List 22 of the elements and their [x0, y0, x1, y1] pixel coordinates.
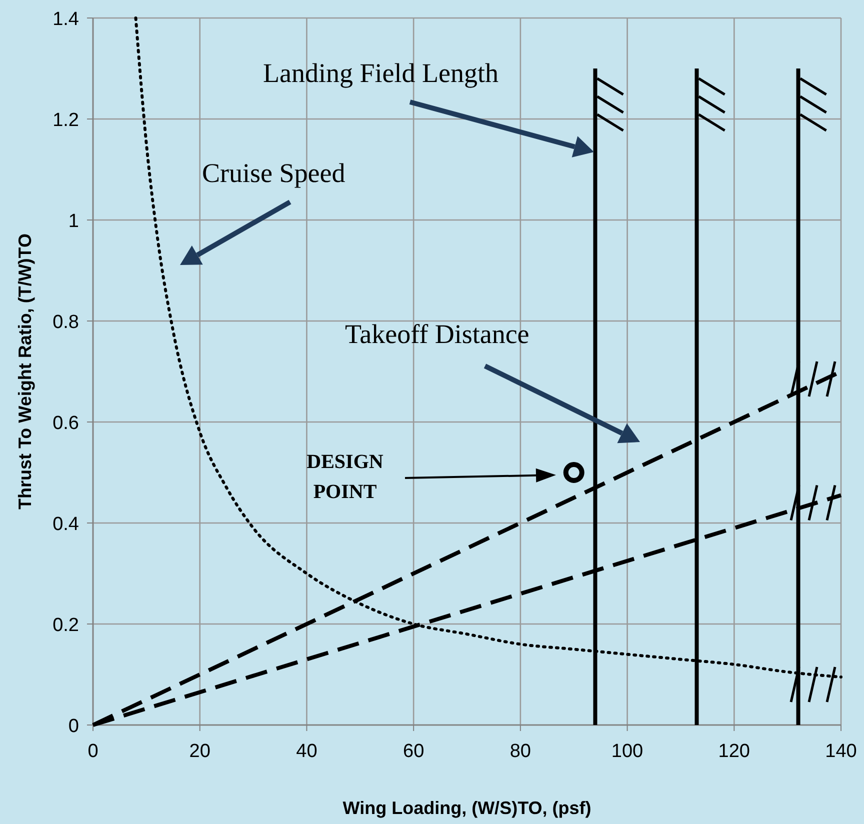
y-tick-label: 1.2	[52, 110, 79, 131]
y-tick-label: 0	[68, 716, 79, 737]
x-tick-label: 40	[296, 741, 318, 762]
y-tick-label: 0.8	[52, 312, 79, 333]
annotation: Takeoff Distance	[345, 319, 530, 349]
x-tick-label: 0	[88, 741, 98, 762]
x-tick-label: 80	[510, 741, 531, 762]
x-axis-title: Wing Loading, (W/S)TO, (psf)	[342, 798, 592, 818]
x-tick-label: 20	[189, 741, 210, 762]
y-tick-label: 0.4	[52, 514, 80, 535]
annotation: Landing Field Length	[263, 58, 499, 88]
y-tick-label: 0.2	[52, 615, 79, 636]
y-tick-label: 1	[68, 211, 79, 232]
annotation: Cruise Speed	[202, 158, 346, 188]
x-tick-label: 60	[403, 741, 424, 762]
y-tick-label: 1.4	[52, 9, 80, 30]
y-tick-label: 0.6	[52, 413, 79, 434]
x-tick-label: 120	[718, 741, 750, 762]
x-tick-label: 140	[825, 741, 857, 762]
y-axis-title: Thrust To Weight Ratio, (T/W)TO	[15, 234, 35, 510]
x-tick-label: 100	[611, 741, 644, 762]
annotation: DESIGN POINT	[306, 451, 384, 503]
